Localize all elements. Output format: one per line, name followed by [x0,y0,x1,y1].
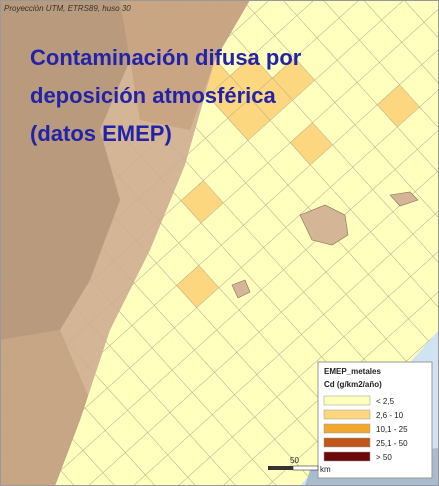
legend-label: 10,1 - 25 [376,425,408,434]
legend-subtitle: Cd (g/km2/año) [324,380,382,389]
title-line: (datos EMEP) [30,121,172,146]
title-line: Contaminación difusa por [30,45,302,70]
scale-unit: km [320,465,331,474]
legend-swatch [323,409,371,420]
legend-label: < 2,5 [376,397,395,406]
legend-label: > 50 [376,453,392,462]
legend-label: 2,6 - 10 [376,411,404,420]
legend-swatch [323,437,371,448]
legend-title: EMEP_metales [324,367,381,376]
title: Contaminación difusa por deposición atmos… [30,45,302,146]
island [299,204,349,246]
island [389,191,419,207]
title-line: deposición atmosférica [30,83,277,108]
projection: Proyección UTM, ETRS89, huso 30 [4,4,131,13]
island [231,279,251,299]
legend-swatch [323,423,371,434]
scale-value: 50 [290,456,299,465]
legend-swatch [323,451,371,462]
scale-bar [268,466,293,470]
scale-bar [292,465,319,471]
legend-label: 25,1 - 50 [376,439,408,448]
legend: < 2,5 2,6 - 10 10,1 - 25 25,1 - 50 > 50 [323,395,408,462]
legend-swatch [323,395,371,406]
